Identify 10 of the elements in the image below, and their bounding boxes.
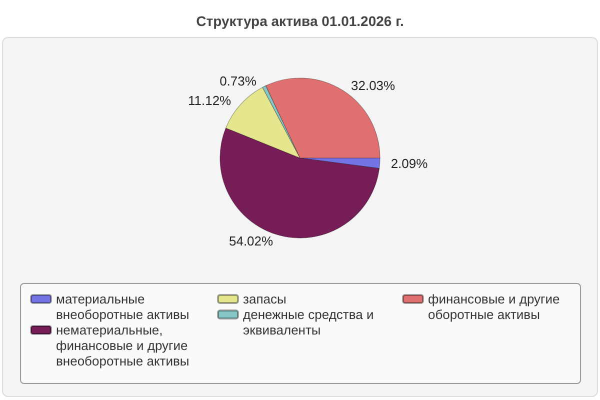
data-label: 0.73%: [220, 74, 257, 89]
data-label: 11.12%: [188, 92, 232, 108]
data-label: 32.03%: [351, 78, 396, 93]
data-label: 2.09%: [390, 156, 428, 172]
legend-label: нематериальные, финансовые и другие внеоборотные активы: [56, 322, 190, 368]
chart-title: Структура актива 01.01.2026 г.: [196, 13, 404, 29]
legend-label: денежные средства и эквиваленты: [243, 307, 374, 338]
data-label: 54.02%: [228, 234, 274, 249]
legend-label: финансовые и другие оборотные активы: [428, 292, 560, 322]
legend-label: запасы: [243, 292, 286, 306]
